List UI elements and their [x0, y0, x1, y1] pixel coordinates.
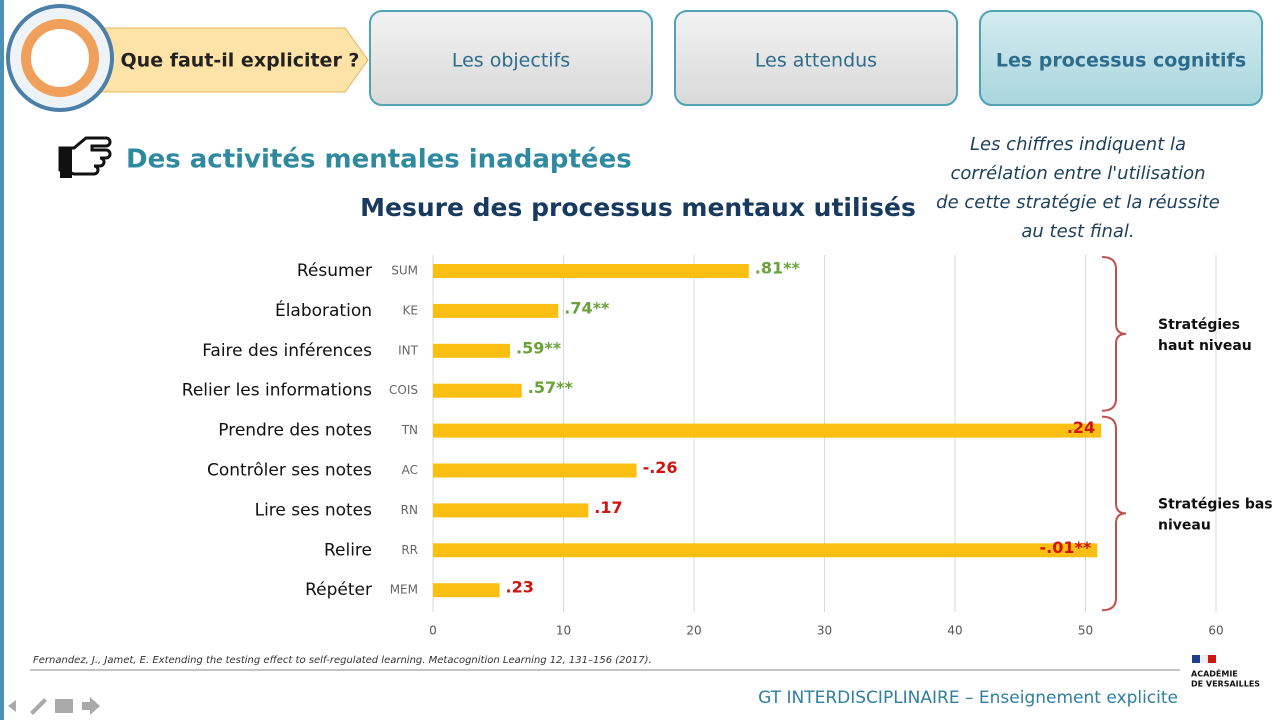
- bar: [433, 583, 500, 598]
- group-label: Stratégies bas: [1158, 496, 1273, 512]
- note: Les chiffres indiquent la corrélation ent…: [936, 134, 1220, 242]
- x-tick-label: 20: [686, 624, 701, 638]
- toolbar-icon[interactable]: [55, 699, 73, 713]
- note-line: corrélation entre l'utilisation: [950, 163, 1205, 184]
- tab-label[interactable]: Les objectifs: [452, 50, 570, 72]
- category-label: Relire: [324, 540, 372, 560]
- logo-text: ACADÉMIE: [1191, 668, 1238, 679]
- tab[interactable]: [369, 10, 653, 106]
- correlation-label: -.01**: [1040, 538, 1092, 557]
- tab-label[interactable]: Les attendus: [755, 50, 877, 72]
- category-label: Prendre des notes: [218, 421, 372, 441]
- logo-ring: [21, 19, 99, 97]
- correlation-label: .59**: [516, 338, 562, 357]
- category-label: Faire des inférences: [202, 341, 372, 361]
- bar: [433, 303, 559, 318]
- correlation-label: .81**: [755, 259, 801, 278]
- group-label: Stratégies: [1158, 317, 1240, 333]
- footer: GT INTERDISCIPLINAIRE – Enseignement exp…: [758, 688, 1178, 708]
- group-bracket: [1101, 256, 1127, 412]
- tab-label[interactable]: Les processus cognitifs: [996, 50, 1246, 72]
- note-line: Les chiffres indiquent la: [970, 134, 1186, 155]
- category-label: Répéter: [305, 580, 372, 600]
- pointer-cuff: [60, 148, 72, 178]
- bar: [433, 264, 749, 278]
- tab[interactable]: [674, 10, 958, 106]
- correlation-label: .24: [1067, 418, 1095, 437]
- flag: [1192, 655, 1200, 663]
- code-label: RN: [401, 503, 418, 517]
- bar: [433, 383, 522, 398]
- group-label: haut niveau: [1158, 338, 1252, 354]
- code-label: RR: [401, 543, 418, 557]
- code-label: KE: [403, 303, 418, 317]
- code-label: INT: [398, 343, 419, 357]
- edge: [0, 0, 4, 720]
- category-label: Résumer: [297, 261, 372, 281]
- chart-title: Mesure des processus mentaux utilisés: [360, 193, 916, 222]
- flag: [1200, 655, 1208, 663]
- x-tick-label: 30: [817, 624, 832, 638]
- toolbar-icons[interactable]: [8, 698, 47, 715]
- group-bracket: [1101, 415, 1127, 612]
- category-label: Lire ses notes: [255, 500, 373, 520]
- correlation-label: .57**: [528, 378, 574, 397]
- bar: [433, 463, 637, 478]
- note-line: de cette stratégie et la réussite: [936, 192, 1220, 213]
- bar: [433, 503, 589, 518]
- flag: [1208, 655, 1216, 663]
- code-label: TN: [401, 423, 418, 437]
- tab-active[interactable]: [979, 10, 1263, 106]
- code-label: MEM: [390, 583, 418, 597]
- bar: [433, 423, 1102, 438]
- correlation-label: .23: [506, 578, 534, 597]
- code-label: AC: [402, 463, 418, 477]
- correlation-label: -.26: [643, 458, 678, 477]
- correlation-label: .17: [594, 498, 622, 517]
- bar: [433, 543, 1098, 558]
- code-label: SUM: [391, 264, 418, 278]
- x-tick-label: 0: [429, 624, 437, 638]
- heading: Des activités mentales inadaptées: [126, 145, 632, 175]
- toolbar-icon[interactable]: [82, 697, 100, 715]
- x-tick-label: 60: [1208, 624, 1223, 638]
- x-tick-label: 50: [1078, 624, 1093, 638]
- category-label: Relier les informations: [182, 381, 372, 401]
- citation: Fernandez, J., Jamet, E. Extending the t…: [33, 655, 652, 666]
- bar: [433, 343, 510, 358]
- pointer-icon: [58, 136, 112, 176]
- group-label: niveau: [1158, 517, 1211, 533]
- note-line: au test final.: [1021, 221, 1134, 242]
- code-label: COIS: [389, 383, 418, 397]
- logo-text: DE VERSAILLES: [1191, 680, 1260, 689]
- correlation-label: .74**: [564, 298, 610, 317]
- x-tick-label: 40: [947, 624, 962, 638]
- x-tick-label: 10: [556, 624, 571, 638]
- category-label: Élaboration: [275, 299, 372, 321]
- intro: Que faut-il expliciter ?: [121, 50, 360, 72]
- category-label: Contrôler ses notes: [207, 461, 372, 481]
- chart: 0 10 20 30 40 50 60 Résumer SUM .81** Élaboration K…: [182, 255, 1273, 638]
